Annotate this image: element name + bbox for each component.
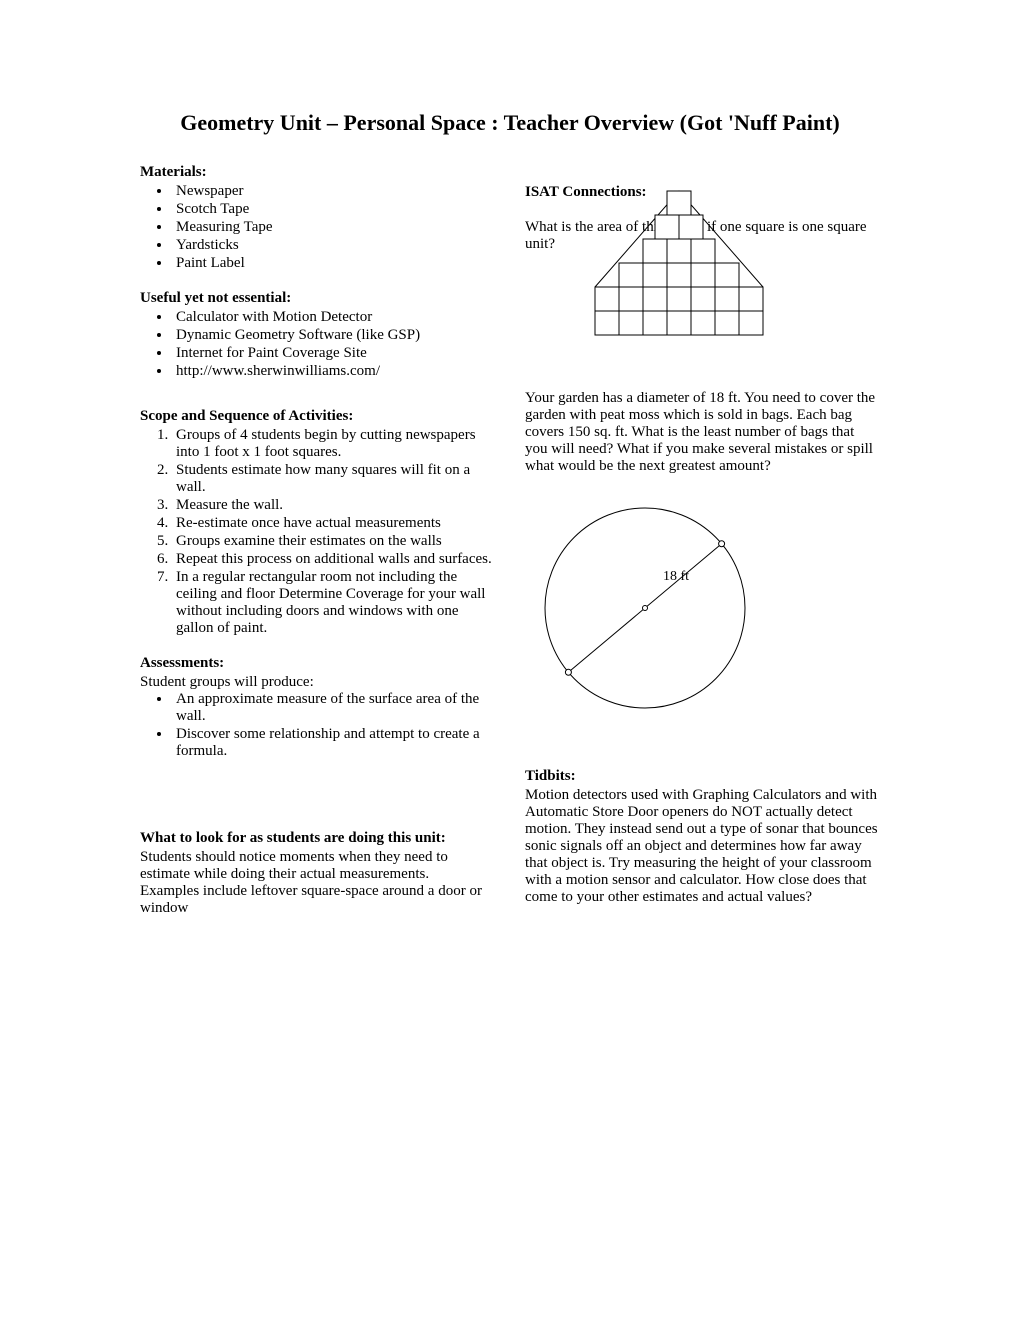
tidbits-block: Tidbits: Motion detectors used with Grap… bbox=[525, 768, 880, 906]
assessments-intro: Student groups will produce: bbox=[140, 674, 495, 691]
materials-heading: Materials: bbox=[140, 164, 495, 181]
list-item: Measure the wall. bbox=[172, 497, 495, 514]
list-item: Internet for Paint Coverage Site bbox=[172, 345, 495, 362]
list-item: Paint Label bbox=[172, 255, 495, 272]
svg-text:18 ft: 18 ft bbox=[663, 569, 689, 584]
list-item: http://www.sherwinwilliams.com/ bbox=[172, 363, 495, 380]
assessments-list: An approximate measure of the surface ar… bbox=[140, 691, 495, 760]
isat-q2-text: Your garden has a diameter of 18 ft. You… bbox=[525, 390, 880, 475]
list-item: Newspaper bbox=[172, 183, 495, 200]
left-column: Materials: Newspaper Scotch Tape Measuri… bbox=[140, 164, 495, 935]
list-item: An approximate measure of the surface ar… bbox=[172, 691, 495, 725]
scope-heading: Scope and Sequence of Activities: bbox=[140, 408, 495, 425]
list-item: Measuring Tape bbox=[172, 219, 495, 236]
list-item: Discover some relationship and attempt t… bbox=[172, 726, 495, 760]
materials-block: Materials: Newspaper Scotch Tape Measuri… bbox=[140, 164, 495, 272]
right-column: ISAT Connections: What is the area of th… bbox=[525, 164, 880, 935]
page-title: Geometry Unit – Personal Space : Teacher… bbox=[140, 110, 880, 136]
list-item: Groups of 4 students begin by cutting ne… bbox=[172, 427, 495, 461]
scope-block: Scope and Sequence of Activities: Groups… bbox=[140, 408, 495, 637]
list-item: In a regular rectangular room not includ… bbox=[172, 569, 495, 637]
list-item: Re-estimate once have actual measurement… bbox=[172, 515, 495, 532]
circle-figure: 18 ft bbox=[525, 493, 880, 728]
list-item: Scotch Tape bbox=[172, 201, 495, 218]
circle-svg: 18 ft bbox=[525, 493, 765, 723]
lookfor-p2: Examples include leftover square-space a… bbox=[140, 883, 495, 917]
list-item: Students estimate how many squares will … bbox=[172, 462, 495, 496]
list-item: Dynamic Geometry Software (like GSP) bbox=[172, 327, 495, 344]
list-item: Repeat this process on additional walls … bbox=[172, 551, 495, 568]
tidbits-text: Motion detectors used with Graphing Calc… bbox=[525, 787, 880, 906]
list-item: Groups examine their estimates on the wa… bbox=[172, 533, 495, 550]
useful-heading: Useful yet not essential: bbox=[140, 290, 495, 307]
house-grid-figure bbox=[585, 181, 880, 350]
assessments-heading: Assessments: bbox=[140, 655, 495, 672]
useful-block: Useful yet not essential: Calculator wit… bbox=[140, 290, 495, 380]
list-item: Calculator with Motion Detector bbox=[172, 309, 495, 326]
assessments-block: Assessments: Student groups will produce… bbox=[140, 655, 495, 760]
two-column-layout: Materials: Newspaper Scotch Tape Measuri… bbox=[140, 164, 880, 935]
tidbits-heading: Tidbits: bbox=[525, 768, 880, 785]
house-grid-svg bbox=[585, 181, 773, 345]
useful-list: Calculator with Motion Detector Dynamic … bbox=[140, 309, 495, 380]
scope-list: Groups of 4 students begin by cutting ne… bbox=[140, 427, 495, 637]
materials-list: Newspaper Scotch Tape Measuring Tape Yar… bbox=[140, 183, 495, 272]
isat-q2: Your garden has a diameter of 18 ft. You… bbox=[525, 390, 880, 475]
lookfor-p1: Students should notice moments when they… bbox=[140, 849, 495, 883]
list-item: Yardsticks bbox=[172, 237, 495, 254]
lookfor-heading: What to look for as students are doing t… bbox=[140, 830, 495, 847]
lookfor-block: What to look for as students are doing t… bbox=[140, 830, 495, 917]
